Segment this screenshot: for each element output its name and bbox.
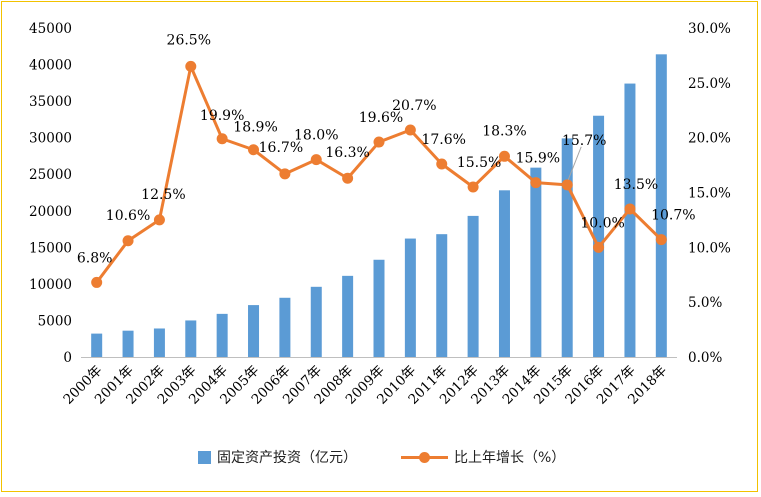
legend-line-label: 比上年增长（%） bbox=[454, 450, 565, 466]
right-tick-label: 0.0% bbox=[688, 350, 722, 366]
right-tick-label: 25.0% bbox=[688, 76, 731, 92]
bar bbox=[404, 238, 416, 357]
growth-marker bbox=[436, 158, 448, 170]
x-axis: 2000年2001年2002年2003年2004年2005年2006年2007年… bbox=[60, 357, 677, 408]
growth-data-label: 13.5% bbox=[614, 177, 658, 193]
bar bbox=[624, 83, 636, 357]
growth-data-label: 10.7% bbox=[651, 208, 695, 224]
bar bbox=[122, 330, 134, 357]
bar bbox=[185, 320, 197, 357]
growth-data-label: 18.3% bbox=[482, 123, 526, 139]
left-tick-label: 40000 bbox=[29, 58, 72, 74]
bar bbox=[467, 215, 479, 357]
growth-data-label: 16.7% bbox=[259, 140, 303, 156]
bar bbox=[342, 275, 354, 357]
bar bbox=[530, 167, 542, 357]
growth-data-label: 10.0% bbox=[580, 215, 624, 231]
legend-bar-label: 固定资产投资（亿元） bbox=[217, 450, 357, 466]
bar bbox=[153, 328, 165, 357]
growth-data-label: 10.6% bbox=[106, 208, 150, 224]
bar bbox=[655, 54, 667, 357]
growth-data-label: 18.9% bbox=[233, 120, 277, 136]
right-tick-label: 10.0% bbox=[688, 240, 731, 256]
growth-data-label: 26.5% bbox=[167, 32, 211, 48]
right-y-axis: 0.0% 5.0% 10.0% 15.0% 20.0% 25.0% 30.0% bbox=[688, 21, 731, 366]
growth-marker bbox=[404, 124, 416, 136]
growth-marker bbox=[248, 144, 260, 156]
bar bbox=[373, 259, 385, 357]
growth-marker bbox=[185, 60, 197, 72]
growth-marker bbox=[373, 136, 385, 148]
left-tick-label: 5000 bbox=[38, 313, 72, 329]
growth-data-label: 12.5% bbox=[141, 187, 185, 203]
growth-marker bbox=[91, 276, 103, 288]
bar bbox=[216, 313, 228, 357]
legend-line-marker bbox=[419, 452, 430, 463]
left-tick-label: 15000 bbox=[29, 240, 72, 256]
left-tick-label: 35000 bbox=[29, 94, 72, 110]
growth-marker bbox=[498, 150, 510, 162]
right-tick-label: 20.0% bbox=[688, 131, 731, 147]
bar bbox=[561, 138, 573, 357]
growth-data-label: 6.8% bbox=[77, 250, 113, 266]
growth-data-label: 15.9% bbox=[516, 151, 560, 167]
right-tick-label: 15.0% bbox=[688, 186, 731, 202]
growth-marker bbox=[624, 203, 636, 215]
legend-bar-swatch bbox=[198, 451, 211, 464]
growth-marker bbox=[655, 234, 667, 246]
growth-marker bbox=[342, 172, 354, 184]
growth-data-label: 19.6% bbox=[359, 110, 403, 126]
bar bbox=[498, 190, 510, 357]
left-tick-label: 0 bbox=[63, 350, 72, 366]
right-tick-label: 30.0% bbox=[688, 21, 731, 37]
left-tick-label: 25000 bbox=[29, 167, 72, 183]
growth-polyline bbox=[95, 64, 663, 284]
growth-data-label: 20.7% bbox=[392, 98, 436, 114]
bar bbox=[436, 234, 448, 357]
left-y-axis: 0 5000 10000 15000 20000 25000 30000 35000 40000… bbox=[29, 21, 72, 366]
growth-marker bbox=[561, 179, 573, 191]
bar bbox=[310, 286, 322, 357]
growth-data-label: 17.6% bbox=[421, 132, 465, 148]
bar bbox=[593, 115, 605, 357]
growth-marker bbox=[279, 168, 291, 180]
growth-data-label: 18.0% bbox=[294, 128, 338, 144]
growth-data-label: 15.7% bbox=[562, 133, 606, 149]
right-tick-label: 5.0% bbox=[688, 295, 722, 311]
bar bbox=[91, 333, 103, 357]
growth-marker bbox=[593, 241, 605, 253]
growth-data-label: 19.9% bbox=[200, 108, 244, 124]
bar bbox=[248, 305, 260, 357]
growth-data-label: 16.3% bbox=[325, 145, 369, 161]
growth-marker bbox=[153, 214, 165, 226]
investment-bars bbox=[91, 54, 667, 357]
growth-marker bbox=[216, 133, 228, 145]
growth-marker bbox=[467, 181, 479, 193]
left-tick-label: 30000 bbox=[29, 131, 72, 147]
bar bbox=[279, 297, 291, 357]
growth-data-label: 15.5% bbox=[457, 155, 501, 171]
legend: 固定资产投资（亿元） 比上年增长（%） bbox=[198, 450, 565, 466]
growth-marker bbox=[530, 177, 542, 189]
growth-marker bbox=[122, 235, 134, 247]
left-tick-label: 20000 bbox=[29, 204, 72, 220]
growth-line: 6.8%10.6%12.5%26.5%19.9%18.9%16.7%18.0%1… bbox=[77, 32, 696, 288]
label-leader bbox=[567, 146, 582, 181]
growth-marker bbox=[310, 154, 322, 166]
left-tick-label: 45000 bbox=[29, 21, 72, 37]
left-tick-label: 10000 bbox=[29, 277, 72, 293]
